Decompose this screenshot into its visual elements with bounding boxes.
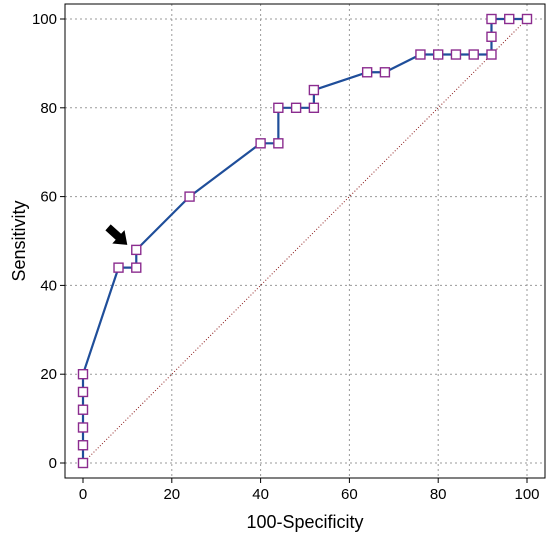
roc-point [77, 369, 89, 380]
roc-point [131, 244, 142, 256]
roc-point [486, 49, 497, 60]
roc-point [113, 262, 124, 273]
roc-point [504, 13, 515, 25]
roc-point [255, 138, 266, 149]
axis-ticks: 0 20 40 60 80 100 0 20 40 60 80 100 [32, 11, 540, 503]
roc-point [131, 262, 142, 273]
x-axis-title: 100-Specificity [246, 512, 363, 532]
y-tick-label: 40 [40, 277, 57, 294]
roc-point [361, 67, 373, 78]
roc-point [77, 386, 89, 398]
roc-point [450, 49, 462, 60]
roc-point [433, 49, 444, 60]
y-tick-label: 60 [40, 189, 57, 206]
roc-point [521, 13, 533, 25]
x-tick-label: 100 [514, 486, 539, 503]
roc-point [308, 84, 320, 96]
y-tick-label: 20 [40, 366, 57, 383]
reference-diagonal-line [82, 18, 528, 464]
grid-lines [65, 4, 545, 478]
roc-point [415, 49, 426, 60]
y-tick-label: 0 [49, 455, 57, 472]
roc-point [77, 440, 89, 451]
roc-point [486, 31, 497, 42]
x-tick-label: 0 [79, 486, 87, 503]
roc-point [77, 404, 89, 415]
x-tick-label: 60 [341, 486, 358, 503]
roc-markers [77, 13, 533, 469]
x-tick-label: 80 [430, 486, 447, 503]
plot-frame [64, 3, 546, 479]
roc-point [308, 102, 320, 114]
x-tick-label: 40 [252, 486, 269, 503]
roc-point [379, 67, 391, 78]
roc-point [486, 13, 497, 25]
y-tick-label: 80 [40, 100, 57, 117]
roc-point [273, 102, 284, 114]
roc-point [273, 138, 284, 149]
y-tick-label: 100 [32, 11, 57, 28]
roc-point [290, 102, 302, 114]
roc-point [184, 191, 195, 202]
x-tick-label: 20 [163, 486, 180, 503]
arrow-annotation-icon [105, 224, 128, 245]
roc-point [468, 49, 479, 60]
y-axis-title: Sensitivity [9, 200, 29, 281]
roc-point [77, 457, 89, 469]
roc-point [77, 422, 89, 433]
